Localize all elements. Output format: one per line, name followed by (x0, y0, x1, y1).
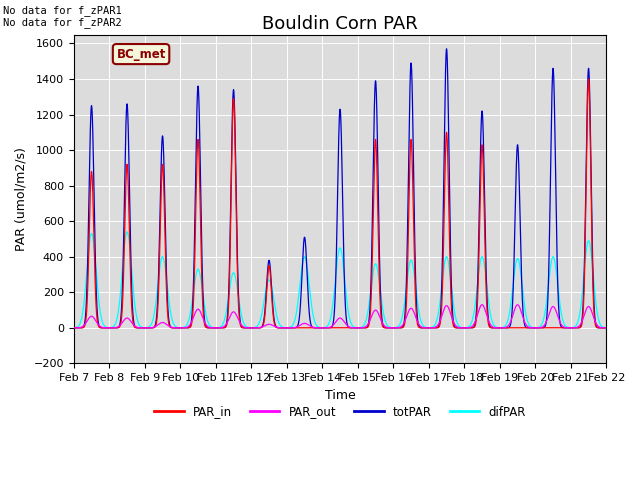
Legend: PAR_in, PAR_out, totPAR, difPAR: PAR_in, PAR_out, totPAR, difPAR (149, 401, 531, 423)
Text: BC_met: BC_met (116, 48, 166, 60)
Title: Bouldin Corn PAR: Bouldin Corn PAR (262, 15, 418, 33)
X-axis label: Time: Time (324, 389, 355, 402)
Text: No data for f_zPAR1
No data for f_zPAR2: No data for f_zPAR1 No data for f_zPAR2 (3, 5, 122, 28)
Y-axis label: PAR (umol/m2/s): PAR (umol/m2/s) (15, 147, 28, 251)
